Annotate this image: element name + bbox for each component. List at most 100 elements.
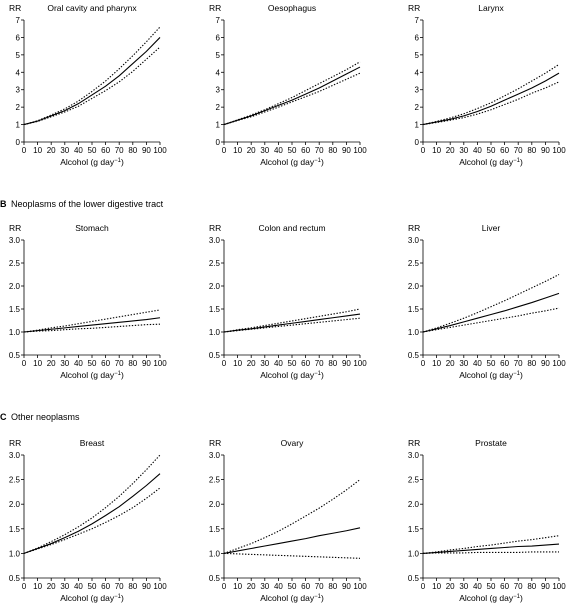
- series-line-estimate: [422, 292, 560, 333]
- x-tick-label: 50: [288, 582, 297, 591]
- x-tick-label: 90: [541, 582, 550, 591]
- x-axis-label: Alcohol (g day−1): [459, 157, 523, 167]
- chart-title: Liver: [482, 223, 501, 233]
- x-tick-label: 30: [60, 359, 69, 368]
- y-tick-label: 2.0: [408, 282, 420, 291]
- x-axis-label: Alcohol (g day−1): [260, 370, 324, 380]
- y-tick-label: 6: [415, 33, 420, 42]
- x-tick-label: 10: [33, 359, 42, 368]
- x-axis-label-end: ): [520, 593, 523, 603]
- y-tick-label: 1.5: [209, 525, 221, 534]
- x-tick-label: 90: [342, 359, 351, 368]
- x-tick-label: 20: [247, 146, 256, 155]
- x-tick-label: 30: [60, 146, 69, 155]
- x-tick-label: 80: [328, 146, 337, 155]
- x-axis-label-end: ): [520, 157, 523, 167]
- x-tick-label: 50: [88, 582, 97, 591]
- x-axis-label-end: ): [121, 157, 124, 167]
- x-tick-label: 40: [473, 582, 482, 591]
- y-tick-label: 3: [16, 86, 21, 95]
- y-axis-label: RR: [408, 438, 420, 448]
- y-tick-label: 3.0: [9, 451, 21, 460]
- section-c-label: C: [0, 412, 7, 422]
- y-tick-label: 1.5: [209, 305, 221, 314]
- x-tick-label: 70: [315, 359, 324, 368]
- x-tick-label: 10: [432, 359, 441, 368]
- x-tick-label: 0: [421, 582, 426, 591]
- x-tick-label: 70: [115, 582, 124, 591]
- x-axis-label: Alcohol (g day−1): [459, 370, 523, 380]
- x-axis-label: Alcohol (g day−1): [60, 157, 124, 167]
- x-tick-label: 100: [153, 582, 167, 591]
- x-tick-label: 70: [514, 582, 523, 591]
- x-axis-label-end: ): [121, 370, 124, 380]
- y-tick-label: 7: [216, 16, 221, 25]
- y-axis-label: RR: [209, 223, 221, 233]
- x-axis-label: Alcohol (g day−1): [260, 593, 324, 603]
- x-tick-label: 60: [101, 359, 110, 368]
- x-tick-label: 30: [459, 359, 468, 368]
- x-axis-label: Alcohol (g day−1): [60, 370, 124, 380]
- x-tick-label: 30: [260, 146, 269, 155]
- x-tick-label: 90: [142, 146, 151, 155]
- y-tick-label: 3.0: [209, 236, 221, 245]
- y-axis-label: RR: [209, 438, 221, 448]
- series-line-ci-1: [23, 454, 161, 554]
- x-tick-label: 90: [541, 359, 550, 368]
- x-tick-label: 70: [115, 146, 124, 155]
- x-tick-label: 20: [47, 359, 56, 368]
- y-tick-label: 1.5: [9, 525, 21, 534]
- x-axis-label-end: ): [321, 593, 324, 603]
- x-tick-label: 50: [88, 146, 97, 155]
- x-tick-label: 70: [315, 146, 324, 155]
- series-line-ci-1: [223, 308, 361, 333]
- x-tick-label: 100: [153, 146, 167, 155]
- x-tick-label: 60: [101, 146, 110, 155]
- x-tick-label: 0: [222, 146, 227, 155]
- x-axis-label-end: ): [121, 593, 124, 603]
- x-tick-label: 10: [33, 582, 42, 591]
- x-tick-label: 60: [301, 359, 310, 368]
- y-tick-label: 2.5: [408, 259, 420, 268]
- series-line-ci-1: [23, 26, 161, 126]
- x-tick-label: 100: [353, 582, 367, 591]
- x-axis-label-main: Alcohol (g day: [459, 593, 514, 603]
- series-line-estimate: [223, 527, 361, 554]
- y-tick-label: 0: [216, 138, 221, 147]
- x-tick-label: 0: [22, 582, 27, 591]
- x-tick-label: 20: [446, 582, 455, 591]
- y-tick-label: 5: [216, 51, 221, 60]
- chart-breast: Breast RR 0.5 1.0 1.5 2.0 2.5 3.0 0 10 20 30 40 50 60 7…: [9, 438, 167, 603]
- y-axis-label: RR: [408, 3, 420, 13]
- series-line-estimate: [23, 473, 161, 554]
- series-line-estimate: [23, 37, 161, 126]
- x-tick-label: 0: [22, 359, 27, 368]
- x-tick-label: 20: [47, 146, 56, 155]
- x-tick-label: 30: [459, 146, 468, 155]
- y-tick-label: 4: [16, 68, 21, 77]
- x-tick-label: 30: [260, 359, 269, 368]
- y-tick-label: 0.5: [9, 351, 21, 360]
- section-c-title: Other neoplasms: [11, 412, 80, 422]
- x-tick-label: 40: [74, 359, 83, 368]
- y-tick-label: 2.5: [9, 476, 21, 485]
- y-tick-label: 2.5: [408, 476, 420, 485]
- series-line-estimate: [422, 543, 560, 554]
- y-tick-label: 0.5: [9, 574, 21, 583]
- chart-title: Oesophagus: [268, 3, 316, 13]
- y-tick-label: 0.5: [408, 351, 420, 360]
- y-tick-label: 2.0: [209, 500, 221, 509]
- y-tick-label: 1.5: [408, 525, 420, 534]
- y-tick-label: 7: [16, 16, 21, 25]
- x-tick-label: 100: [552, 582, 566, 591]
- y-tick-label: 3.0: [9, 236, 21, 245]
- x-axis-label-end: ): [321, 370, 324, 380]
- x-tick-label: 80: [527, 146, 536, 155]
- y-tick-label: 2.5: [209, 259, 221, 268]
- y-tick-label: 1.0: [9, 549, 21, 558]
- y-tick-label: 1.0: [9, 328, 21, 337]
- y-tick-label: 0.5: [209, 351, 221, 360]
